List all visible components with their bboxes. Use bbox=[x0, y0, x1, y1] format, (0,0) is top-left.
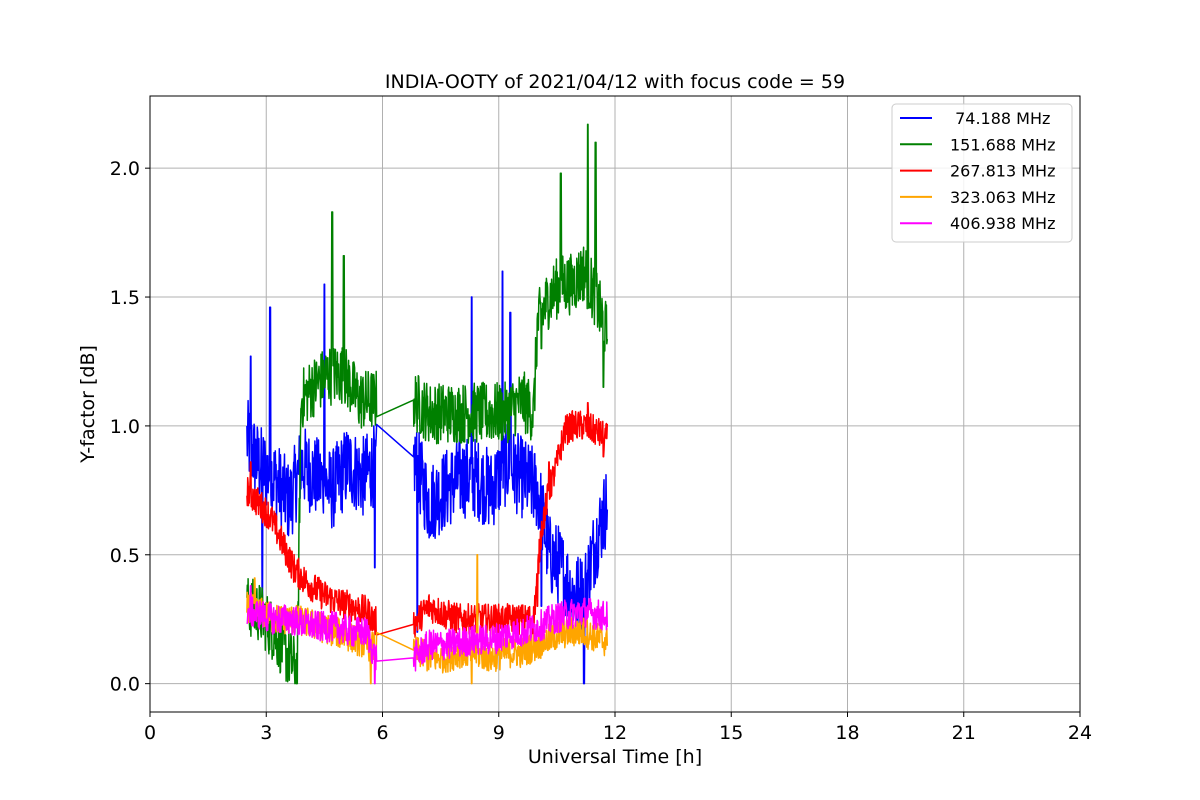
y-axis: 0.0 0.5 1.0 1.5 2.0 bbox=[110, 158, 150, 696]
chart-title: INDIA-OOTY of 2021/04/12 with focus code… bbox=[385, 71, 845, 93]
y-tick-label: 1.5 bbox=[110, 287, 140, 309]
series-line-4 bbox=[246, 584, 609, 685]
legend-entry: 323.063 MHz bbox=[950, 188, 1055, 207]
x-tick-label: 0 bbox=[144, 722, 156, 744]
x-tick-label: 3 bbox=[260, 722, 272, 744]
series-line-0 bbox=[246, 270, 609, 685]
y-tick-label: 2.0 bbox=[110, 158, 140, 180]
x-tick-label: 12 bbox=[603, 722, 627, 744]
y-tick-label: 1.0 bbox=[110, 416, 140, 438]
x-axis: 0 3 6 9 12 15 18 21 24 bbox=[144, 712, 1092, 744]
legend: 74.188 MHz 151.688 MHz 267.813 MHz 323.063 … bbox=[891, 103, 1073, 243]
x-tick-label: 15 bbox=[719, 722, 743, 744]
y-tick-label: 0.0 bbox=[110, 674, 140, 696]
series-layer bbox=[246, 123, 609, 685]
legend-entry: 151.688 MHz bbox=[950, 135, 1055, 154]
legend-entry: 74.188 MHz bbox=[950, 109, 1050, 128]
x-tick-label: 24 bbox=[1068, 722, 1092, 744]
y-tick-label: 0.5 bbox=[110, 545, 140, 567]
x-tick-label: 9 bbox=[493, 722, 505, 744]
x-tick-label: 21 bbox=[952, 722, 976, 744]
legend-entry: 406.938 MHz bbox=[950, 214, 1055, 233]
legend-entry: 267.813 MHz bbox=[950, 162, 1055, 181]
x-tick-label: 18 bbox=[835, 722, 859, 744]
legend-box bbox=[891, 103, 1073, 243]
x-axis-label: Universal Time [h] bbox=[528, 746, 702, 768]
x-tick-label: 6 bbox=[376, 722, 388, 744]
series-line-2 bbox=[246, 401, 609, 638]
series-line-3 bbox=[246, 554, 609, 685]
y-axis-label: Y-factor [dB] bbox=[77, 345, 99, 464]
series-line-1 bbox=[246, 123, 609, 685]
